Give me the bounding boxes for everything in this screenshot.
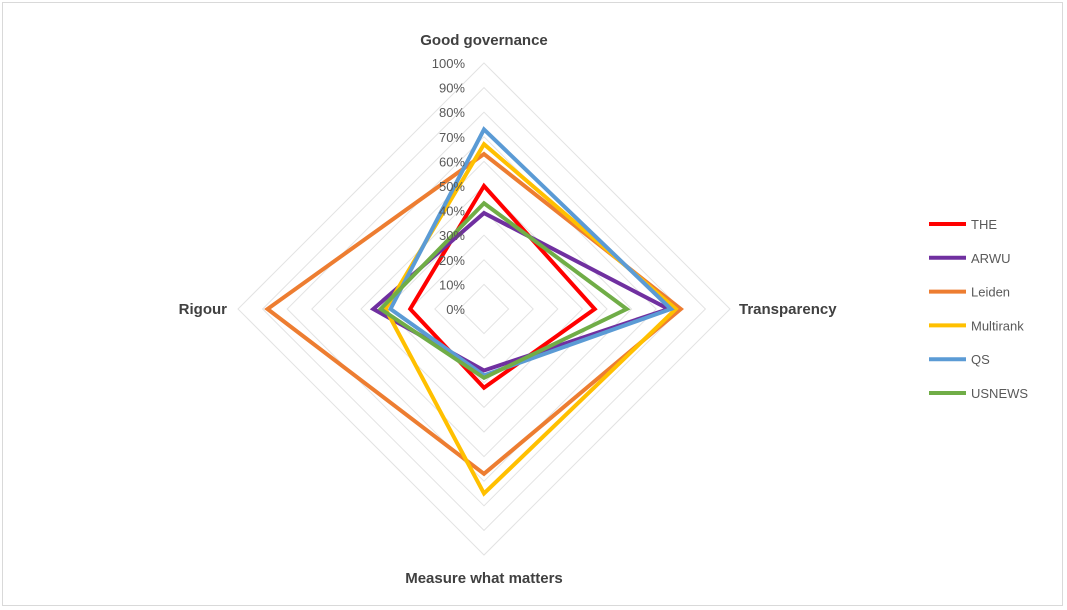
legend-label: USNEWS <box>971 386 1028 401</box>
series-multirank-line <box>383 141 679 497</box>
legend-label: Leiden <box>971 285 1010 300</box>
axis-title-rigour: Rigour <box>179 301 227 318</box>
grid-ring <box>311 136 657 482</box>
grid-ring <box>335 160 633 458</box>
series-layer <box>264 126 684 497</box>
axis-title-measure-what-matters: Measure what matters <box>405 570 563 587</box>
tick-label: 100% <box>432 56 466 71</box>
axis-title-transparency: Transparency <box>739 301 837 318</box>
grid-ring <box>261 86 707 532</box>
legend-item-multirank: Multirank <box>929 318 1024 333</box>
axis-titles: Good governance Transparency Measure what … <box>179 32 838 587</box>
tick-label: 60% <box>439 154 465 169</box>
legend-item-qs: QS <box>929 352 990 367</box>
tick-label: 40% <box>439 204 465 219</box>
tick-label: 50% <box>439 179 465 194</box>
series-arwu-line <box>369 210 674 373</box>
tick-label: 70% <box>439 130 465 145</box>
series-the-line <box>407 182 598 391</box>
grid-ring <box>286 111 682 507</box>
tick-label: 10% <box>439 277 465 292</box>
grid-ring <box>384 209 584 409</box>
tick-label: 90% <box>439 81 465 96</box>
tick-label: 30% <box>439 228 465 243</box>
radar-grid <box>237 62 731 556</box>
axis-title-good-governance: Good governance <box>420 32 548 49</box>
grid-ring <box>237 62 731 556</box>
legend-label: THE <box>971 217 997 232</box>
legend-item-arwu: ARWU <box>929 251 1010 266</box>
tick-label: 20% <box>439 253 465 268</box>
legend: THE ARWU Leiden Multirank QS USNEWS <box>929 217 1028 401</box>
series-usnews-line <box>377 200 631 381</box>
tick-labels: 0% 10% 20% 30% 40% 50% 60% 70% 80% 90% 100% <box>432 56 466 317</box>
tick-label: 0% <box>446 302 465 317</box>
legend-label: QS <box>971 352 990 367</box>
grid-ring <box>409 234 559 384</box>
legend-item-usnews: USNEWS <box>929 386 1028 401</box>
grid-ring <box>458 283 510 335</box>
legend-item-leiden: Leiden <box>929 285 1010 300</box>
legend-item-the: THE <box>929 217 997 232</box>
tick-label: 80% <box>439 105 465 120</box>
series-qs-line <box>387 126 675 378</box>
legend-label: ARWU <box>971 251 1010 266</box>
grid-ring <box>360 185 608 433</box>
legend-label: Multirank <box>971 318 1024 333</box>
grid-ring <box>434 259 534 359</box>
